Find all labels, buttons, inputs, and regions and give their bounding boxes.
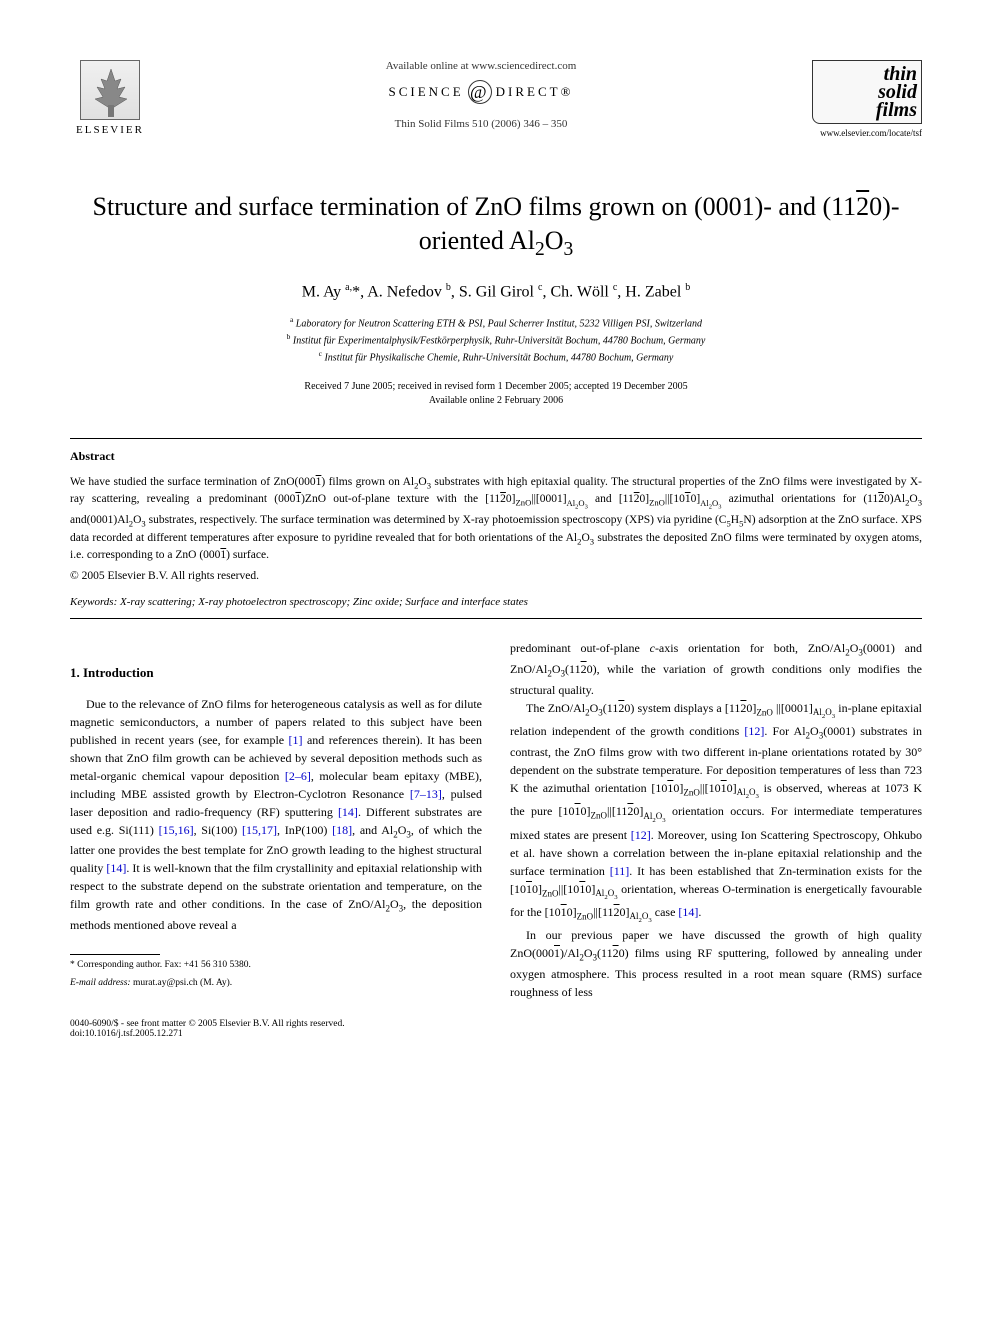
available-online-text: Available online at www.sciencedirect.co… [150,60,812,72]
ref-7-13[interactable]: [7–13] [410,787,442,801]
col2-para3: In our previous paper we have discussed … [510,926,922,1001]
footer-doi: doi:10.1016/j.tsf.2005.12.271 [70,1029,922,1039]
col2-para2: The ZnO/Al2O3(1120) system displays a [1… [510,699,922,926]
keywords: Keywords: X-ray scattering; X-ray photoe… [70,596,922,608]
ref-14c[interactable]: [14] [678,905,698,919]
authors: M. Ay a,*, A. Nefedov b, S. Gil Girol c,… [70,282,922,301]
citation: Thin Solid Films 510 (2006) 346 – 350 [150,118,812,130]
article-title: Structure and surface termination of ZnO… [70,190,922,262]
elsevier-logo: ELSEVIER [70,60,150,150]
ref-11[interactable]: [11] [610,864,630,878]
abstract-heading: Abstract [70,449,922,464]
dates-line2: Available online 2 February 2006 [70,394,922,408]
footnote-corresp: * Corresponding author. Fax: +41 56 310 … [70,959,482,972]
col1-para1: Due to the relevance of ZnO films for he… [70,695,482,935]
ref-12a[interactable]: [12] [744,724,764,738]
thin-films-box: thin solid films [812,60,922,124]
elsevier-tree-icon [80,60,140,120]
ref-14b[interactable]: [14] [106,861,126,875]
journal-logo: thin solid films www.elsevier.com/locate… [812,60,922,138]
tf-line3: films [817,101,917,119]
abstract-body: We have studied the surface termination … [70,474,922,564]
ref-15-16[interactable]: [15,16] [159,823,194,837]
section-1-heading: 1. Introduction [70,663,482,683]
affil-b: b Institut für Experimentalphysik/Festkö… [70,331,922,348]
science-direct-logo: SCIENCE @ DIRECT® [389,80,574,104]
elsevier-label: ELSEVIER [76,124,144,136]
affiliations: a Laboratory for Neutron Scattering ETH … [70,314,922,366]
footnote-separator [70,954,160,955]
dates: Received 7 June 2005; received in revise… [70,380,922,408]
footnote-email: E-mail address: murat.ay@psi.ch (M. Ay). [70,977,482,990]
col2-para1: predominant out-of-plane c-axis orientat… [510,639,922,699]
copyright: © 2005 Elsevier B.V. All rights reserved… [70,570,922,582]
column-right: predominant out-of-plane c-axis orientat… [510,639,922,1001]
ref-2-6[interactable]: [2–6] [285,769,311,783]
header-row: ELSEVIER Available online at www.science… [70,60,922,150]
divider-bottom [70,618,922,619]
column-left: 1. Introduction Due to the relevance of … [70,639,482,1001]
ref-14a[interactable]: [14] [338,805,358,819]
sd-at-icon: @ [468,80,492,104]
footer-issn: 0040-6090/$ - see front matter © 2005 El… [70,1019,922,1029]
sd-right: DIRECT® [496,84,574,100]
ref-12b[interactable]: [12] [631,828,651,842]
dates-line1: Received 7 June 2005; received in revise… [70,380,922,394]
affil-c: c Institut für Physikalische Chemie, Ruh… [70,348,922,365]
affil-a: a Laboratory for Neutron Scattering ETH … [70,314,922,331]
header-center: Available online at www.sciencedirect.co… [150,60,812,130]
ref-18[interactable]: [18] [332,823,352,837]
body-columns: 1. Introduction Due to the relevance of … [70,639,922,1001]
ref-15-17[interactable]: [15,17] [242,823,277,837]
locate-url: www.elsevier.com/locate/tsf [812,128,922,138]
divider-top [70,438,922,439]
ref-1[interactable]: [1] [289,733,303,747]
sd-left: SCIENCE [389,84,464,100]
